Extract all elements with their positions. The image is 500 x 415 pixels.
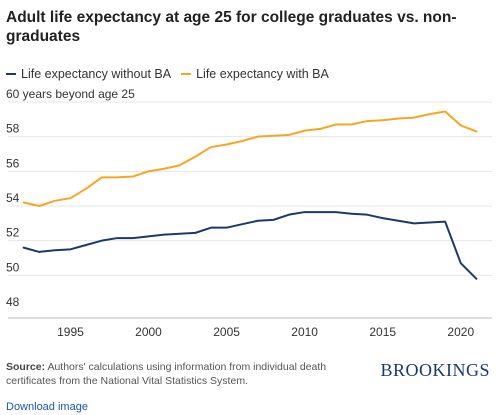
y-tick-label-58: 58 [6, 122, 20, 136]
y-tick-label-48: 48 [6, 295, 20, 309]
source-label: Source: [6, 361, 46, 373]
chart-title: Adult life expectancy at age 25 for coll… [6, 9, 457, 45]
axis-layer: 60 years beyond age 25 48 50 52 54 56 58 1995 20… [6, 87, 474, 339]
source-note: Source: Authors' calculations using info… [6, 360, 336, 388]
legend-item-with-ba: Life expectancy with BA [181, 67, 329, 81]
x-tick-label-2005: 2005 [213, 325, 240, 339]
y-tick-label-50: 50 [6, 260, 20, 274]
legend-item-without-ba: Life expectancy without BA [6, 67, 171, 81]
x-tick-label-2000: 2000 [135, 325, 162, 339]
y-axis-top-label: 60 years beyond age 25 [6, 87, 135, 101]
legend-label-without-ba: Life expectancy without BA [21, 67, 172, 81]
source-text: Authors' calculations using information … [6, 361, 327, 387]
legend-swatch-navy [6, 73, 16, 75]
series-line-with-ba [22, 110, 478, 207]
y-tick-label-54: 54 [6, 191, 20, 205]
legend-label-with-ba: Life expectancy with BA [196, 67, 329, 81]
grid-layer [8, 101, 492, 319]
legend: Life expectancy without BA Life expectan… [6, 66, 339, 82]
series-line-without-ba [22, 211, 478, 280]
y-tick-label-52: 52 [6, 226, 20, 240]
brookings-logo: BROOKINGS [380, 360, 490, 380]
legend-swatch-orange [181, 73, 192, 75]
download-image-link[interactable]: Download image [6, 401, 88, 413]
y-tick-label-56: 56 [6, 156, 20, 170]
x-tick-label-1995: 1995 [57, 325, 84, 339]
line-chart: 60 years beyond age 25 48 50 52 54 56 58 1995 20… [6, 87, 492, 339]
x-tick-label-2010: 2010 [291, 325, 318, 339]
x-tick-label-2015: 2015 [369, 325, 396, 339]
x-tick-label-2020: 2020 [447, 325, 474, 339]
series-layer [22, 110, 478, 280]
